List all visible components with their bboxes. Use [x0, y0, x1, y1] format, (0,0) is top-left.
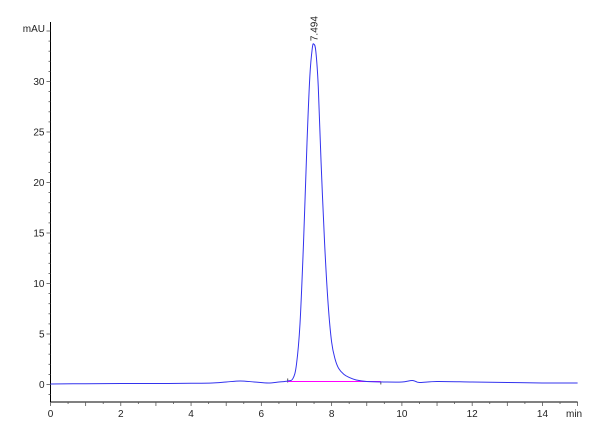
peak-label: 7.494 [309, 16, 320, 41]
x-tick-label: 0 [48, 409, 54, 420]
y-tick-label: 25 [33, 128, 45, 139]
x-tick-label: 8 [329, 409, 335, 420]
x-tick-label: 10 [396, 409, 408, 420]
x-tick-label: 14 [537, 409, 549, 420]
x-tick-label: 2 [118, 409, 124, 420]
y-tick-label: 5 [39, 330, 45, 341]
y-tick-label: 10 [33, 279, 45, 290]
x-tick-label: 4 [188, 409, 194, 420]
y-axis-label: mAU [23, 24, 45, 35]
y-tick-label: 0 [39, 380, 45, 391]
signal-trace [50, 43, 578, 385]
y-tick-label: 15 [33, 229, 45, 240]
y-tick-label: 30 [33, 77, 45, 88]
y-tick-label: 20 [33, 178, 45, 189]
axes [50, 22, 578, 403]
x-tick-label: 6 [259, 409, 265, 420]
x-axis-label: min [566, 409, 582, 420]
ticks: 0 5 10 15 20 25 30 0 2 4 6 8 10 12 14 [33, 30, 578, 420]
x-tick-label: 12 [467, 409, 479, 420]
